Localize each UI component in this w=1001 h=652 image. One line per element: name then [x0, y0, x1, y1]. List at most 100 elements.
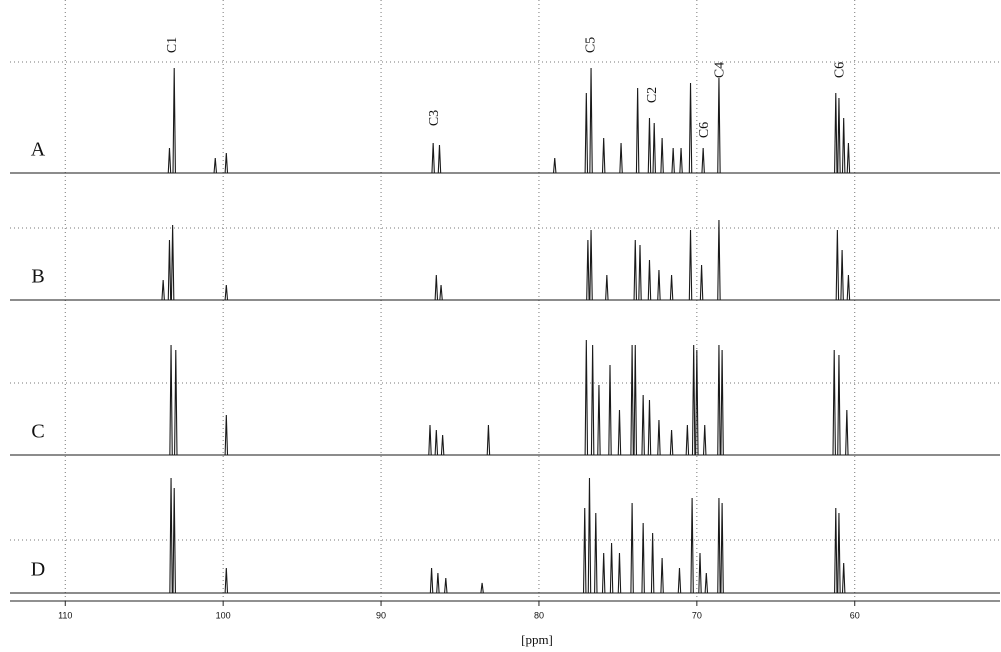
peak-annotation: C2 — [645, 87, 660, 103]
peak — [838, 98, 840, 173]
series-label: B — [31, 266, 44, 288]
peak — [606, 275, 608, 300]
peak-annotation: C5 — [583, 37, 598, 53]
peak — [441, 435, 443, 455]
peak — [841, 250, 843, 300]
peak — [430, 568, 432, 593]
peak-annotation: C6 — [833, 62, 848, 78]
peak — [225, 568, 227, 593]
peak — [168, 148, 170, 173]
peak — [836, 230, 838, 300]
peak — [653, 123, 655, 173]
peak — [440, 285, 442, 300]
peak — [432, 143, 434, 173]
x-tick-label: 100 — [216, 610, 231, 620]
peak — [678, 568, 680, 593]
peak — [721, 350, 723, 455]
peak — [692, 345, 694, 455]
peak — [689, 230, 691, 300]
x-axis-label: [ppm] — [521, 632, 553, 647]
peak — [618, 553, 620, 593]
peak — [648, 118, 650, 173]
x-tick-label: 70 — [692, 610, 702, 620]
peak — [672, 148, 674, 173]
x-tick-label: 80 — [534, 610, 544, 620]
peak — [481, 583, 483, 593]
peak-annotation: C1 — [165, 37, 180, 53]
peak — [214, 158, 216, 173]
peak — [609, 365, 611, 455]
peak — [651, 533, 653, 593]
peak — [173, 68, 175, 173]
peak — [175, 350, 177, 455]
x-tick-label: 90 — [376, 610, 386, 620]
series-label: C — [31, 421, 44, 443]
peak — [225, 285, 227, 300]
peak — [588, 478, 590, 593]
peak — [168, 240, 170, 300]
peak — [585, 340, 587, 455]
peak — [705, 573, 707, 593]
peak — [170, 345, 172, 455]
peak — [670, 430, 672, 455]
peak — [225, 153, 227, 173]
peak — [602, 138, 604, 173]
x-tick-label: 110 — [58, 610, 72, 620]
peak — [847, 275, 849, 300]
peak — [700, 265, 702, 300]
peak — [620, 143, 622, 173]
peak — [699, 553, 701, 593]
peak — [610, 543, 612, 593]
peak — [429, 425, 431, 455]
peak — [554, 158, 556, 173]
peak — [686, 425, 688, 455]
peak — [696, 350, 698, 455]
peak — [590, 68, 592, 173]
peak — [631, 503, 633, 593]
peak — [591, 345, 593, 455]
peak — [846, 410, 848, 455]
peak — [602, 553, 604, 593]
peak — [718, 345, 720, 455]
peak — [689, 83, 691, 173]
peak — [835, 93, 837, 173]
peak — [718, 498, 720, 593]
peak — [634, 345, 636, 455]
peak — [585, 93, 587, 173]
peak — [838, 355, 840, 455]
peak — [847, 143, 849, 173]
peak — [838, 513, 840, 593]
peak — [704, 425, 706, 455]
peak-annotation: C3 — [427, 110, 442, 126]
peak — [598, 385, 600, 455]
peak — [718, 78, 720, 173]
panel-grid — [10, 62, 1000, 540]
peak — [225, 415, 227, 455]
series-label: D — [31, 559, 45, 581]
peak — [437, 573, 439, 593]
peak — [842, 563, 844, 593]
peak — [642, 395, 644, 455]
peak — [670, 275, 672, 300]
peak — [618, 410, 620, 455]
peak — [636, 88, 638, 173]
peak — [680, 148, 682, 173]
peak — [721, 503, 723, 593]
peak — [171, 225, 173, 300]
peak — [648, 400, 650, 455]
peak — [835, 508, 837, 593]
peak-annotation: C4 — [713, 62, 728, 78]
peak — [658, 270, 660, 300]
peak — [595, 513, 597, 593]
peak — [702, 148, 704, 173]
peak — [642, 523, 644, 593]
peak — [584, 508, 586, 593]
peak — [634, 240, 636, 300]
peak — [435, 275, 437, 300]
chart: [ppm] 11010090807060ABCDC1C3C5C2C6C4C6 — [0, 0, 1001, 652]
peak — [590, 230, 592, 300]
peak — [487, 425, 489, 455]
peak — [587, 240, 589, 300]
x-tick-label: 60 — [850, 610, 860, 620]
peak — [661, 558, 663, 593]
